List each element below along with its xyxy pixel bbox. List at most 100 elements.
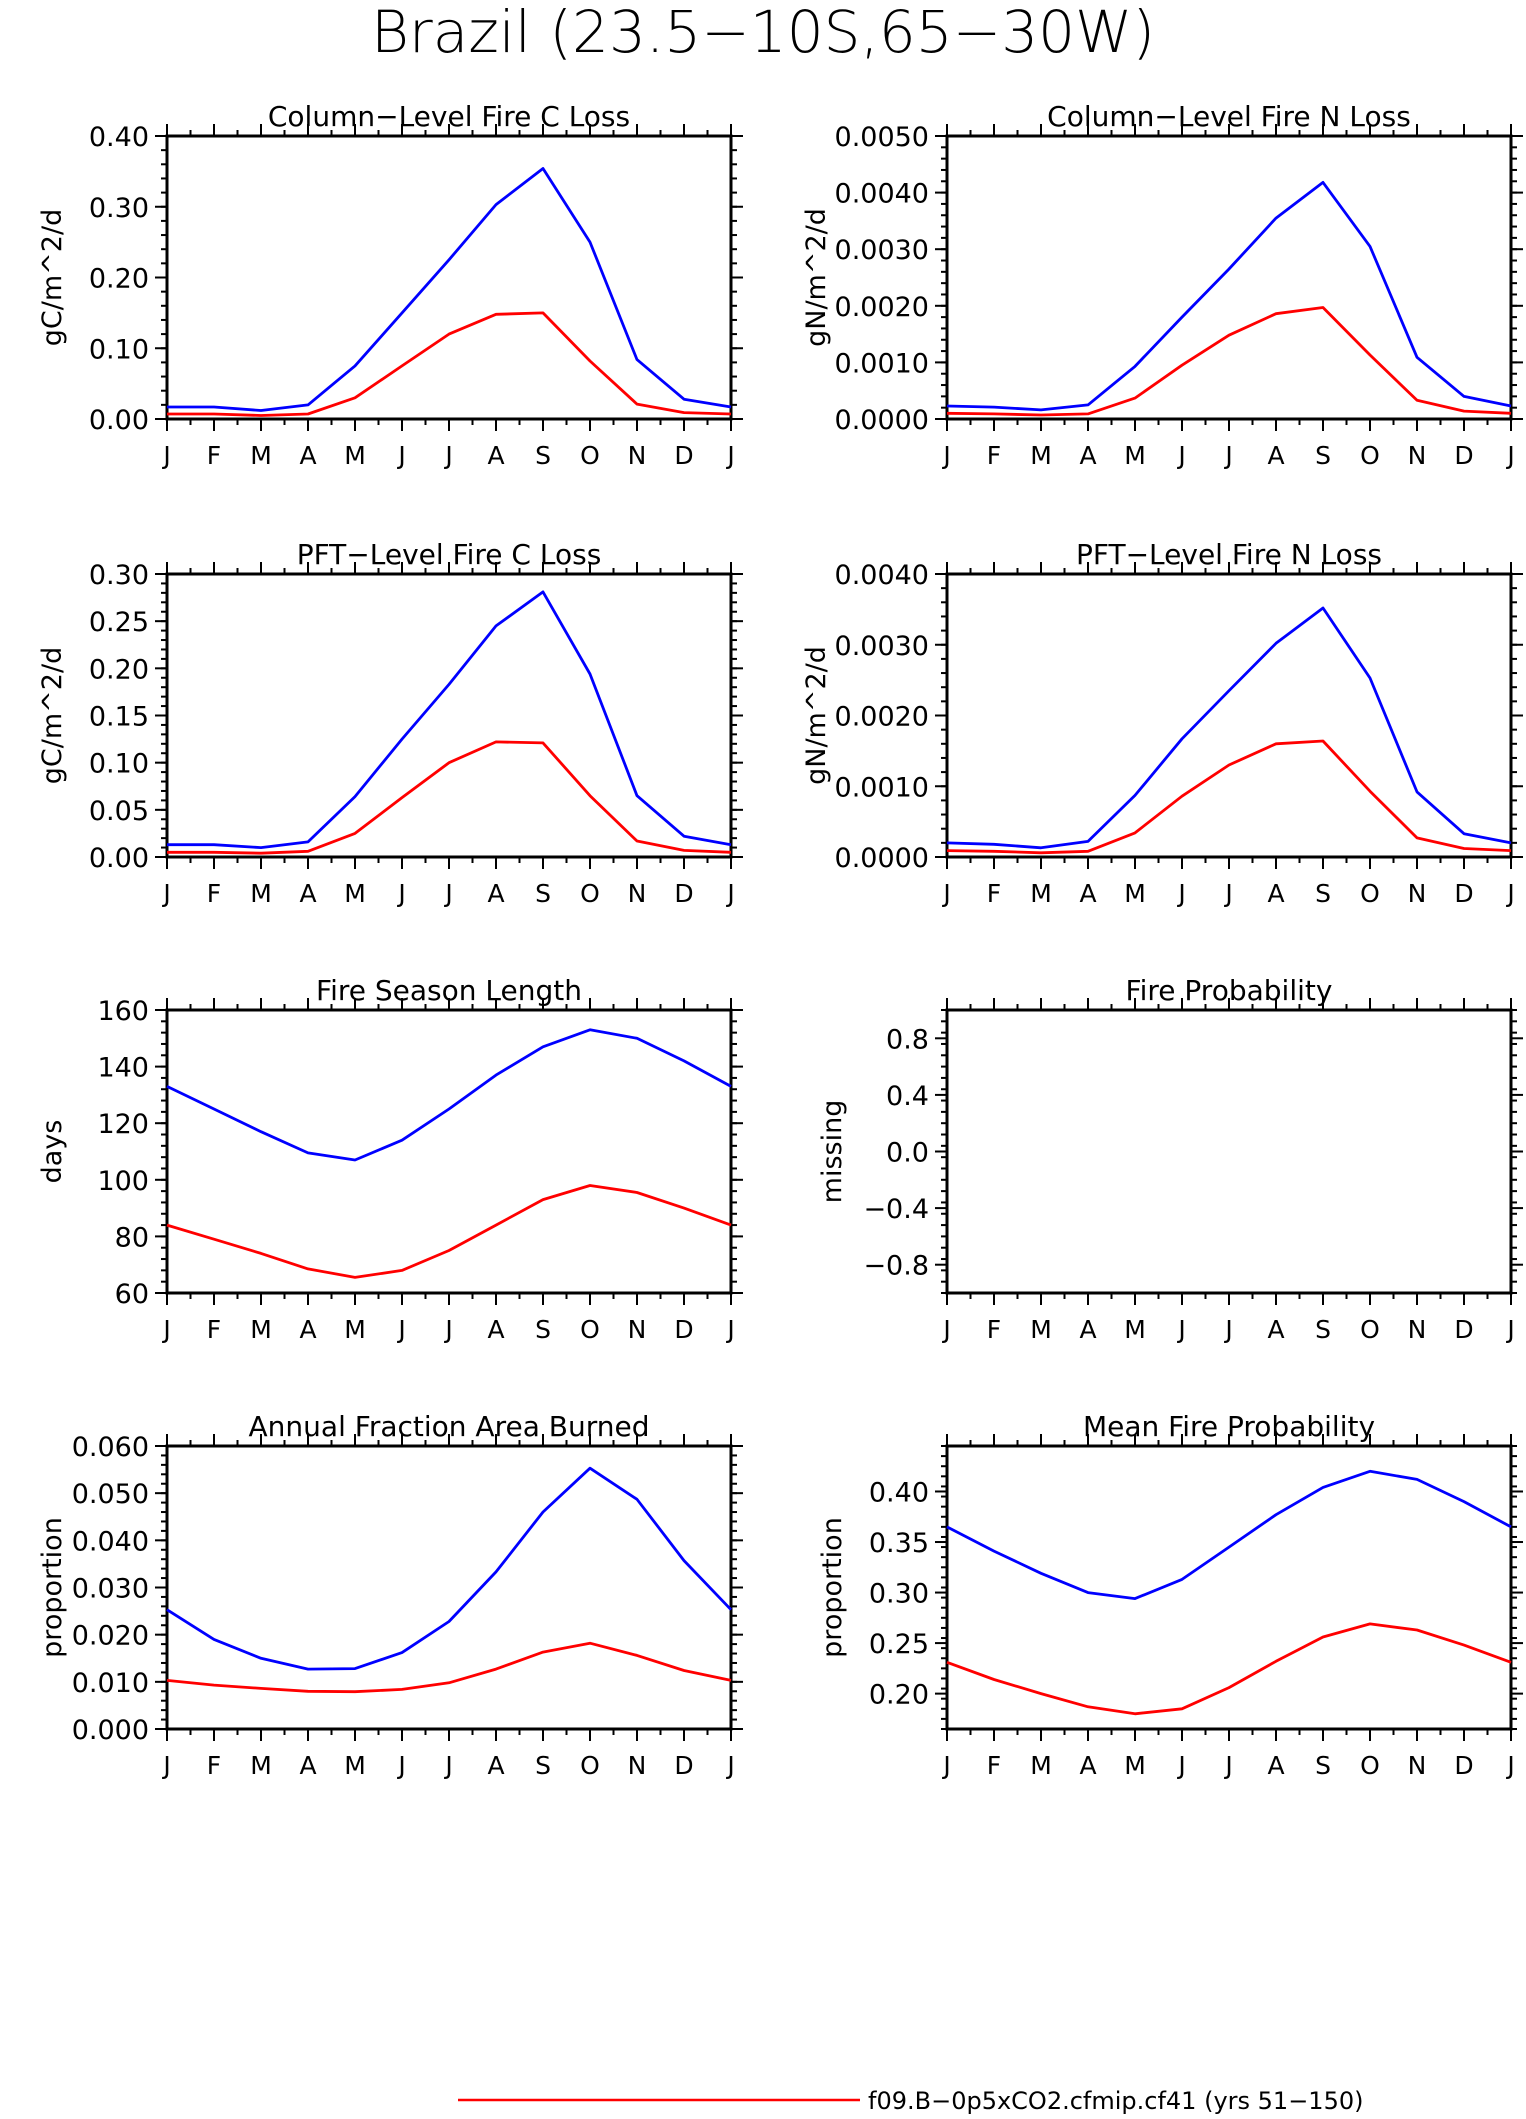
y-tick-label: 0.10 (89, 334, 149, 365)
x-tick-label: S (1315, 441, 1331, 470)
y-tick-label: 0.25 (869, 1629, 929, 1660)
y-tick-label: 0.30 (89, 560, 149, 591)
x-tick-label: M (344, 1751, 366, 1780)
y-tick-label: 0.20 (89, 264, 149, 295)
plot-frame (945, 1008, 1513, 1295)
x-tick-label: J (1176, 1751, 1185, 1780)
x-tick-label: O (580, 1751, 600, 1780)
x-tick-label: A (487, 1315, 504, 1344)
x-tick-label: S (1315, 879, 1331, 908)
x-tick-label: O (1360, 879, 1380, 908)
x-tick-label: A (1267, 1751, 1284, 1780)
x-tick-label: O (1360, 1315, 1380, 1344)
y-tick-label: 160 (97, 996, 149, 1027)
x-tick-label: F (207, 441, 221, 470)
legend-label: f09.B−0p5xCO2.cfmip.cf41 (yrs 51−150) (868, 2087, 1363, 2115)
x-tick-label: S (1315, 1751, 1331, 1780)
series-line-red (167, 311, 732, 417)
x-tick-label: D (674, 879, 693, 908)
x-tick-label: F (207, 1751, 221, 1780)
x-tick-label: O (580, 879, 600, 908)
x-tick-label: A (487, 879, 504, 908)
y-ticks (935, 135, 1523, 420)
y-axis-label: proportion (817, 1517, 848, 1658)
y-tick-label: 0.020 (72, 1621, 149, 1652)
x-ticks (166, 998, 732, 1305)
y-tick-label: 0.050 (72, 1479, 149, 1510)
y-tick-label: 0.0 (886, 1138, 929, 1169)
plot-frame (165, 134, 733, 421)
y-ticks (155, 573, 743, 858)
x-tick-label: D (1454, 441, 1473, 470)
x-tick-label: O (580, 1315, 600, 1344)
x-tick-label: M (1124, 1751, 1146, 1780)
x-tick-label: M (250, 1751, 272, 1780)
y-axis-label: missing (817, 1100, 848, 1204)
x-tick-label: J (161, 1751, 170, 1780)
y-tick-label: 0.0030 (835, 631, 929, 662)
x-tick-label: O (1360, 1751, 1380, 1780)
y-axis-label: gC/m^2/d (37, 209, 68, 346)
x-tick-label: J (1223, 879, 1232, 908)
x-tick-label: N (628, 441, 647, 470)
y-tick-label: 0.0020 (835, 702, 929, 733)
series-line-red (946, 1622, 1512, 1716)
x-tick-label: S (535, 441, 551, 470)
y-tick-label: 0.15 (89, 702, 149, 733)
x-tick-label: M (344, 1315, 366, 1344)
plot-frame (945, 572, 1513, 859)
x-tick-label: D (674, 1315, 693, 1344)
x-tick-label: S (535, 1315, 551, 1344)
x-tick-label: J (725, 1751, 734, 1780)
x-tick-label: F (987, 1751, 1001, 1780)
y-tick-label: 0.0020 (835, 292, 929, 323)
series-line-red (167, 740, 732, 855)
y-tick-label: 0.20 (89, 654, 149, 685)
x-tick-label: M (1030, 879, 1052, 908)
x-tick-label: A (1079, 441, 1096, 470)
y-tick-label: 0.010 (72, 1668, 149, 1699)
x-tick-label: J (1176, 1315, 1185, 1344)
y-axis-label: days (37, 1120, 68, 1184)
x-tick-label: S (535, 879, 551, 908)
x-tick-label: J (1223, 1315, 1232, 1344)
series-line-red (946, 306, 1512, 417)
y-tick-label: 0.8 (886, 1024, 929, 1055)
x-tick-label: F (987, 879, 1001, 908)
y-axis-label: gN/m^2/d (801, 646, 832, 785)
x-tick-label: M (1124, 1315, 1146, 1344)
x-tick-label: J (443, 441, 452, 470)
x-tick-label: J (1505, 1751, 1514, 1780)
y-tick-label: 140 (97, 1053, 149, 1084)
x-tick-label: A (1267, 1315, 1284, 1344)
x-tick-label: J (161, 879, 170, 908)
x-tick-label: J (396, 441, 405, 470)
y-tick-label: 0.0000 (835, 843, 929, 874)
y-ticks (935, 1445, 1523, 1730)
x-tick-label: S (535, 1751, 551, 1780)
y-tick-label: 0.40 (869, 1477, 929, 1508)
y-ticks (935, 573, 1523, 858)
x-tick-label: O (580, 441, 600, 470)
x-ticks (946, 562, 1512, 869)
x-tick-label: J (1176, 441, 1185, 470)
figure-title: Brazil (23.5−10S,65−30W) (371, 0, 1155, 66)
x-tick-label: O (1360, 441, 1380, 470)
y-tick-label: 0.0030 (835, 235, 929, 266)
y-tick-label: 0.0040 (835, 560, 929, 591)
y-tick-label: 0.20 (869, 1680, 929, 1711)
x-tick-label: N (1408, 1315, 1427, 1344)
series-line-blue (946, 606, 1512, 850)
y-axis-label: gC/m^2/d (37, 647, 68, 784)
x-tick-label: M (344, 879, 366, 908)
x-tick-label: A (487, 1751, 504, 1780)
x-tick-label: J (1505, 1315, 1514, 1344)
x-tick-label: J (1505, 879, 1514, 908)
x-tick-label: F (987, 1315, 1001, 1344)
y-tick-label: 0.00 (89, 843, 149, 874)
